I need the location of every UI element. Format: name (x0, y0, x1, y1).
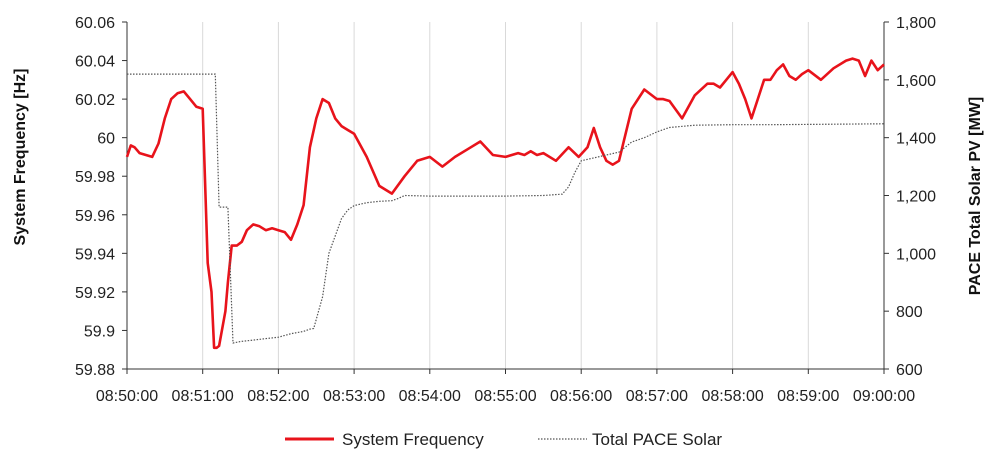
x-tick-label-6: 08:56:00 (550, 388, 612, 405)
x-tick-label-10: 09:00:00 (853, 388, 915, 405)
y-right-tick-label-2: 1,400 (896, 131, 936, 148)
y-left-tick-label-0: 60.06 (75, 15, 115, 32)
x-tick-label-5: 08:55:00 (474, 388, 536, 405)
y-right-tick-label-6: 600 (896, 362, 923, 379)
series-line-total-pace-solar (127, 73, 885, 344)
y-axis-left-title: System Frequency [Hz] (12, 69, 29, 246)
x-tick-label-7: 08:57:00 (626, 388, 688, 405)
legend-label-total-pace-solar: Total PACE Solar (592, 430, 722, 449)
x-tick-label-0: 08:50:00 (96, 388, 158, 405)
y-left-tick-label-8: 59.9 (84, 323, 115, 340)
y-right-tick-label-4: 1,000 (896, 246, 936, 263)
x-tick-label-3: 08:53:00 (323, 388, 385, 405)
y-left-tick-label-9: 59.88 (75, 362, 115, 379)
y-left-tick-label-4: 59.98 (75, 169, 115, 186)
x-tick-label-2: 08:52:00 (247, 388, 309, 405)
y-right-tick-label-3: 1,200 (896, 189, 936, 206)
y-right-tick-label-5: 800 (896, 304, 923, 321)
axes (122, 21, 889, 374)
series-lines (125, 57, 885, 350)
x-tick-label-9: 08:59:00 (777, 388, 839, 405)
legend: System Frequency Total PACE Solar (285, 430, 722, 449)
y-right-tick-label-1: 1,600 (896, 73, 936, 90)
x-tick-label-4: 08:54:00 (399, 388, 461, 405)
x-tick-label-1: 08:51:00 (172, 388, 234, 405)
x-tick-label-8: 08:58:00 (701, 388, 763, 405)
y-left-tick-label-3: 60 (97, 131, 115, 148)
y-left-tick-label-5: 59.96 (75, 208, 115, 225)
y-left-tick-label-6: 59.94 (75, 246, 115, 263)
y-left-tick-label-7: 59.92 (75, 285, 115, 302)
series-line-system-frequency (125, 57, 885, 350)
tick-labels: 08:50:00 08:51:00 08:52:00 08:53:00 08:54:00… (75, 15, 936, 405)
y-left-tick-label-1: 60.04 (75, 54, 115, 71)
y-left-tick-label-2: 60.02 (75, 92, 115, 109)
y-axis-right-title: PACE Total Solar PV [MW] (967, 97, 984, 296)
y-right-tick-label-0: 1,800 (896, 15, 936, 32)
legend-label-system-frequency: System Frequency (342, 430, 484, 449)
